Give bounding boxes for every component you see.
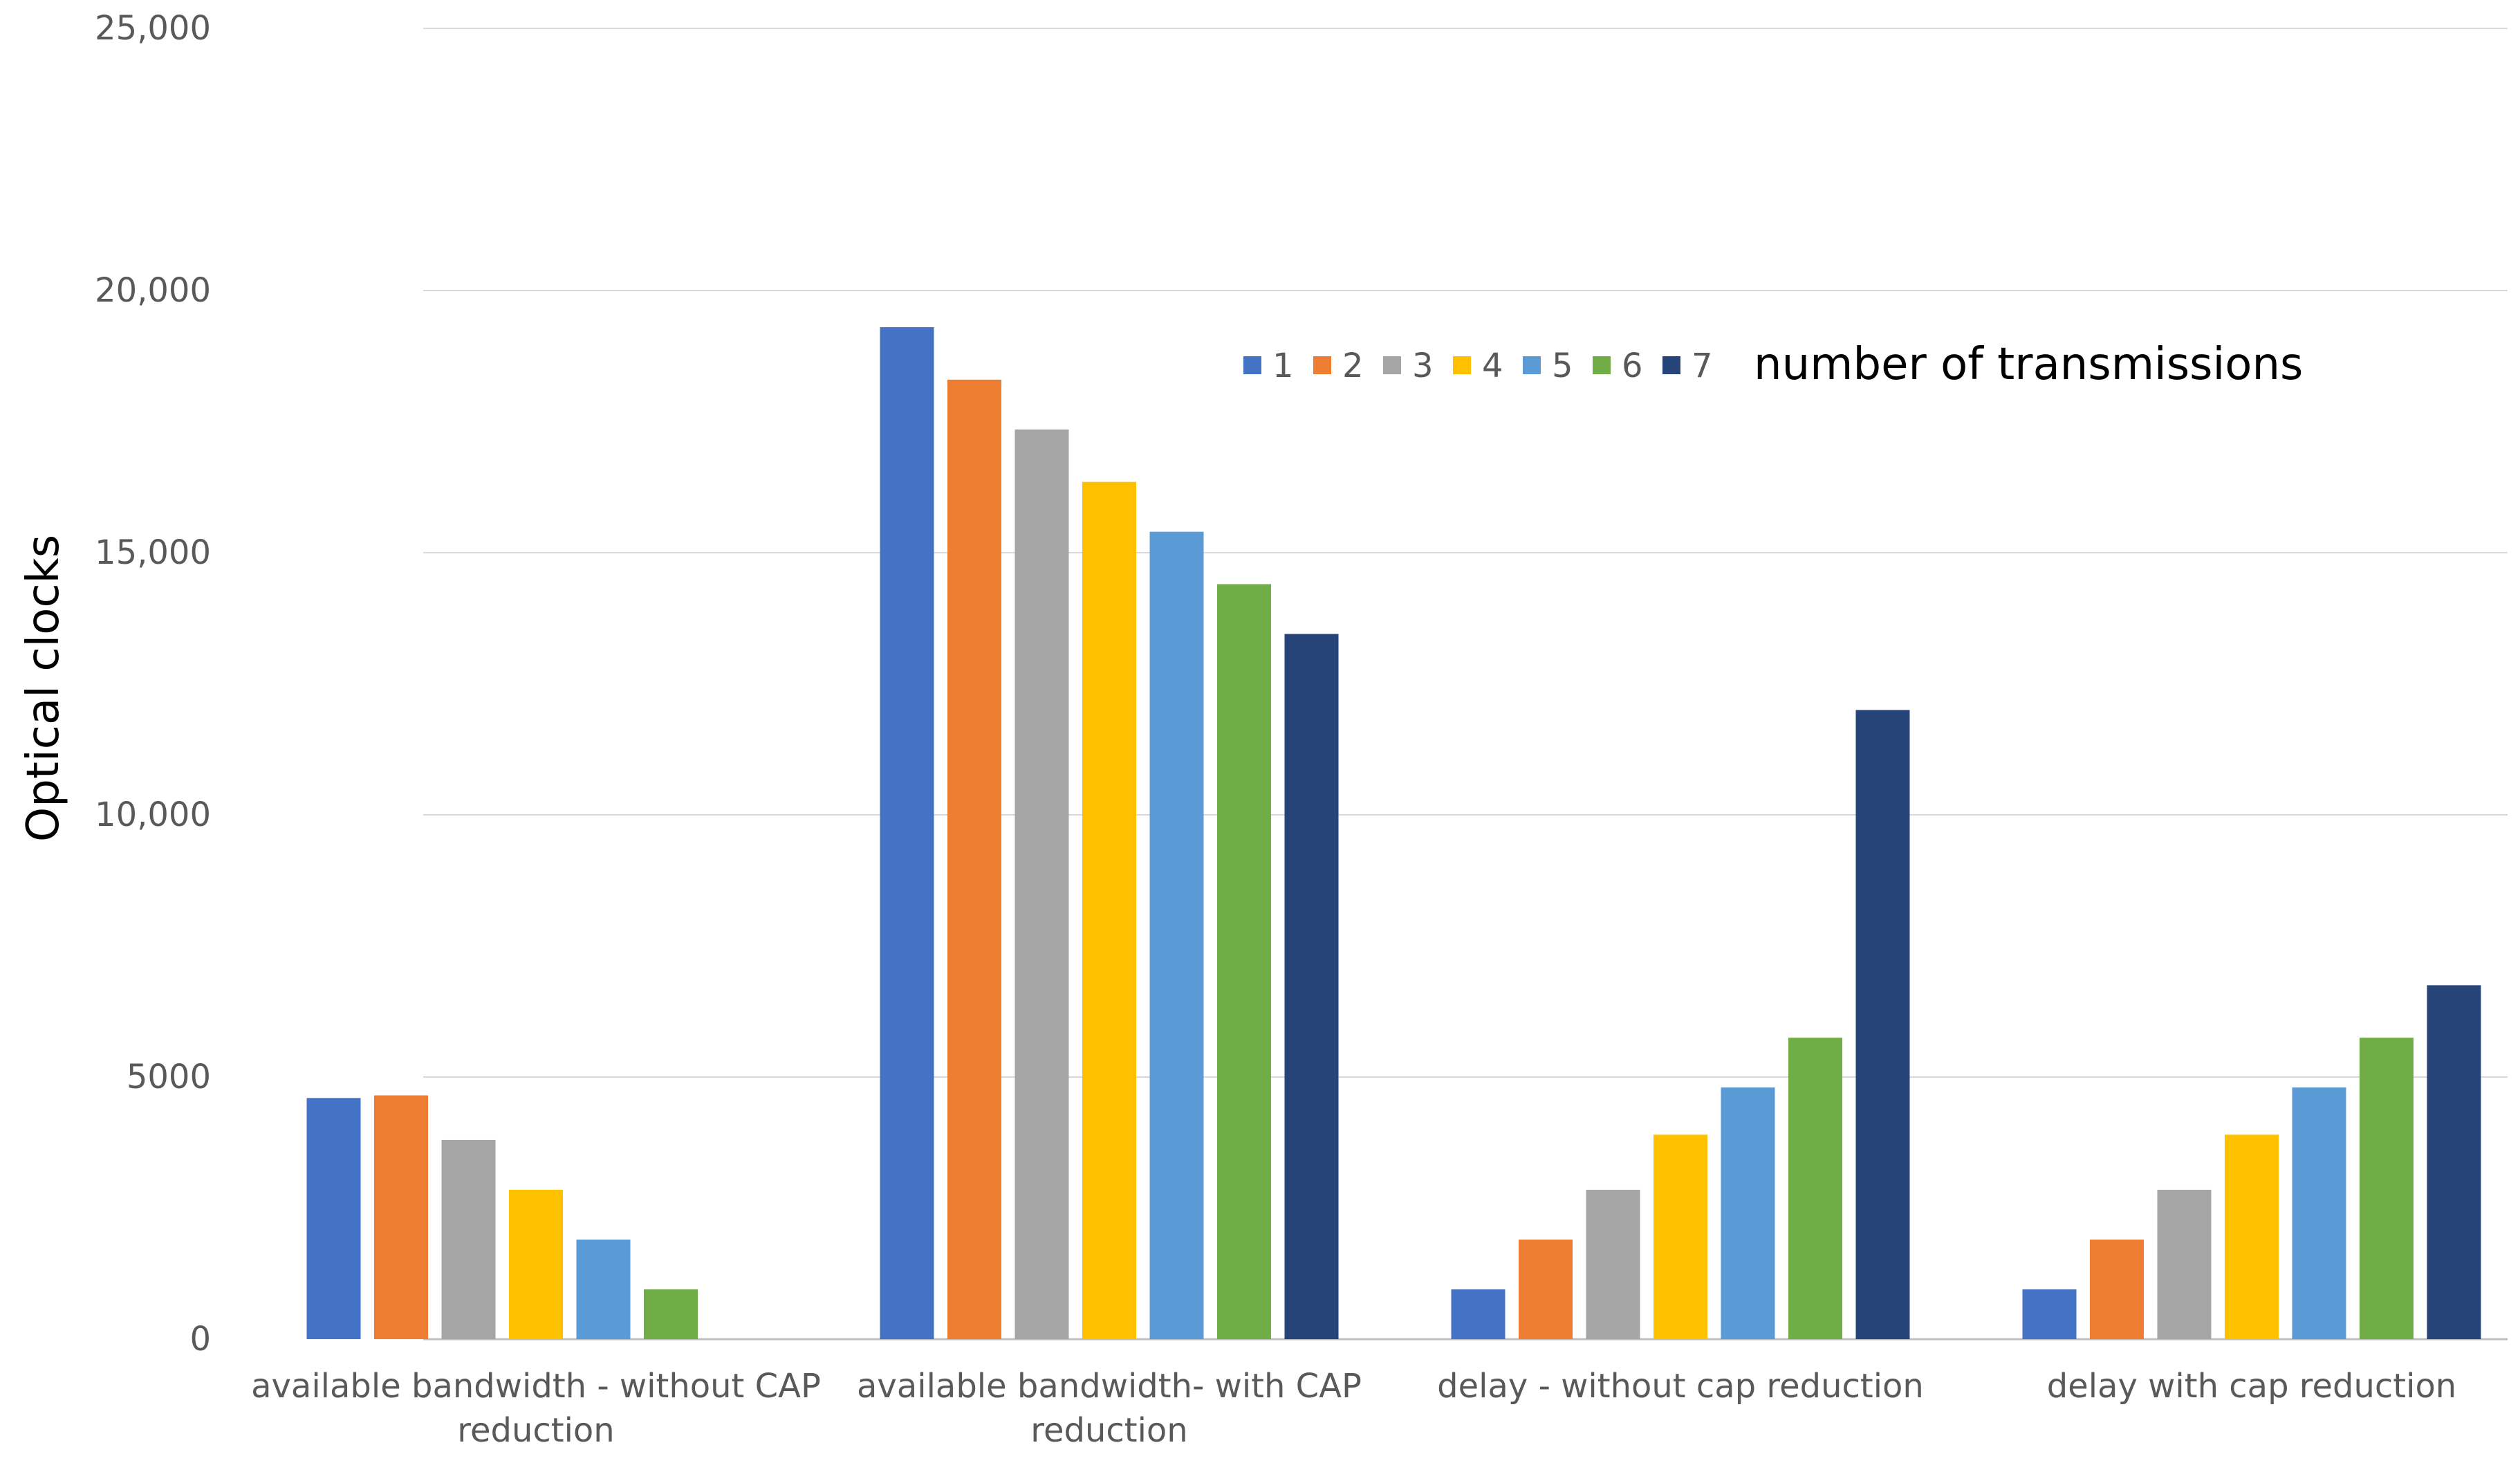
y-tick-label: 10,000 — [95, 795, 211, 834]
legend-swatch-7 — [1662, 356, 1680, 374]
legend-label-7: 7 — [1692, 347, 1713, 385]
bar-series-6-cat-3 — [1788, 1038, 1842, 1339]
bar-series-5-cat-4 — [2292, 1087, 2346, 1339]
bar-series-2-cat-4 — [2090, 1239, 2144, 1339]
x-category-label: delay with cap reduction — [2047, 1367, 2456, 1406]
legend-swatch-3 — [1383, 356, 1401, 374]
y-tick-label: 0 — [189, 1320, 211, 1359]
bar-series-3-cat-1 — [441, 1139, 496, 1339]
bar-series-1-cat-1 — [306, 1098, 361, 1339]
bar-series-5-cat-1 — [576, 1239, 631, 1339]
legend-label-2: 2 — [1342, 347, 1364, 385]
bar-series-1-cat-3 — [1451, 1289, 1505, 1339]
bar-series-6-cat-2 — [1217, 584, 1271, 1339]
legend-label-6: 6 — [1622, 347, 1643, 385]
legend-swatch-2 — [1313, 356, 1331, 374]
bar-series-7-cat-3 — [1855, 710, 1910, 1339]
legend: 1 2 3 4 5 6 7 — [1243, 347, 1713, 385]
y-axis-label: Optical clocks — [18, 535, 69, 842]
bar-series-3-cat-2 — [1015, 429, 1069, 1339]
bar-series-1-cat-4 — [2022, 1289, 2077, 1339]
y-tick-label: 15,000 — [95, 533, 211, 572]
bars — [306, 327, 2481, 1340]
x-category-label: available bandwidth- with CAP — [857, 1367, 1362, 1406]
bar-series-4-cat-4 — [2225, 1134, 2279, 1339]
bar-series-4-cat-2 — [1082, 481, 1136, 1340]
bar-series-5-cat-2 — [1149, 531, 1204, 1340]
bar-series-7-cat-4 — [2427, 985, 2481, 1339]
y-axis-ticks: 0 5000 10,000 15,000 20,000 25,000 — [95, 9, 211, 1359]
x-category-label: available bandwidth - without CAP — [251, 1367, 821, 1406]
bar-series-5-cat-3 — [1721, 1087, 1775, 1339]
bar-series-6-cat-4 — [2360, 1038, 2414, 1339]
legend-label-1: 1 — [1272, 347, 1294, 385]
legend-label-5: 5 — [1552, 347, 1573, 385]
gridlines — [423, 28, 2508, 1341]
bar-series-2-cat-1 — [374, 1095, 428, 1339]
legend-swatch-4 — [1453, 356, 1471, 374]
bar-series-6-cat-1 — [644, 1289, 698, 1339]
bar-series-4-cat-3 — [1653, 1134, 1707, 1339]
legend-swatch-5 — [1523, 356, 1541, 374]
bar-series-4-cat-1 — [509, 1189, 563, 1339]
legend-title: number of transmissions — [1754, 339, 2303, 390]
y-tick-label: 20,000 — [95, 271, 211, 310]
bar-series-1-cat-2 — [880, 327, 934, 1339]
legend-label-3: 3 — [1412, 347, 1434, 385]
bar-series-2-cat-2 — [947, 379, 1001, 1339]
x-category-label: reduction — [1030, 1411, 1187, 1450]
legend-swatch-6 — [1593, 356, 1611, 374]
y-tick-label: 25,000 — [95, 9, 211, 48]
bar-series-7-cat-2 — [1284, 634, 1339, 1339]
bar-series-2-cat-3 — [1519, 1239, 1573, 1339]
legend-swatch-1 — [1243, 356, 1261, 374]
legend-label-4: 4 — [1482, 347, 1503, 385]
x-category-label: reduction — [457, 1411, 614, 1450]
bar-series-3-cat-4 — [2157, 1189, 2212, 1339]
x-category-label: delay - without cap reduction — [1437, 1367, 1924, 1406]
y-tick-label: 5000 — [127, 1058, 211, 1096]
x-axis-categories: available bandwidth - without CAP reducti… — [251, 1367, 2456, 1450]
bar-series-3-cat-3 — [1586, 1189, 1640, 1339]
